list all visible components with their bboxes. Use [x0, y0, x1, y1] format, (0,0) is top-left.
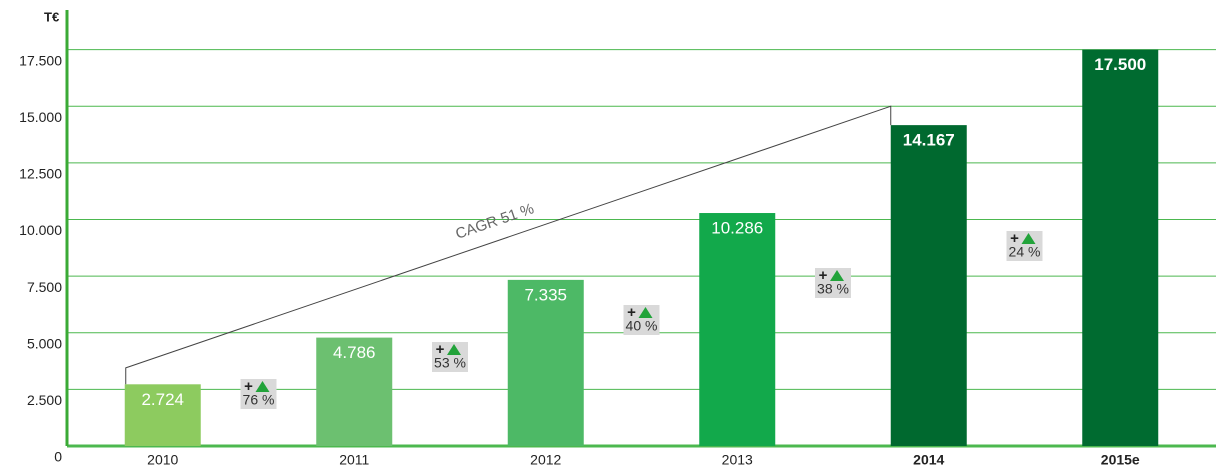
growth-label: 53 %	[434, 355, 466, 371]
x-tick-label: 2012	[530, 452, 561, 468]
growth-prefix: +	[1010, 230, 1019, 247]
growth-arrow	[447, 344, 461, 355]
growth-box	[815, 268, 851, 298]
y-tick-label: 7.500	[27, 279, 62, 295]
growth-label: 38 %	[817, 281, 849, 297]
x-tick-label: 2014	[913, 452, 944, 468]
bar	[1082, 49, 1159, 447]
growth-box	[623, 305, 660, 335]
growth-prefix: +	[627, 304, 636, 321]
bar	[699, 213, 776, 446]
growth-badge: +24 %	[1006, 230, 1043, 261]
value-label: 4.786	[333, 343, 376, 362]
growth-label: 24 %	[1009, 244, 1041, 260]
y-axis-label: T€	[44, 9, 59, 24]
x-tick-label: 2013	[722, 452, 753, 468]
growth-box	[1006, 231, 1043, 261]
growth-prefix: +	[244, 378, 253, 395]
growth-arrow	[830, 270, 844, 281]
value-label: 7.335	[524, 285, 567, 304]
growth-arrow	[255, 381, 270, 392]
y-tick-label: 12.500	[19, 166, 62, 182]
y-tick-label: 10.000	[19, 222, 62, 238]
cagr-line	[125, 105, 892, 385]
growth-prefix: +	[819, 267, 828, 284]
x-tick-label: 2015e	[1101, 452, 1140, 468]
growth-badge: +53 %	[432, 341, 468, 372]
growth-badge: +76 %	[240, 378, 277, 409]
growth-prefix: +	[436, 341, 445, 358]
value-label: 10.286	[711, 219, 763, 238]
y-tick-label: 15.000	[19, 109, 62, 125]
x-tick-label: 2011	[339, 452, 369, 468]
bar	[890, 125, 967, 446]
y-tick-label: 5.000	[27, 335, 62, 351]
value-label: 17.500	[1094, 55, 1146, 74]
cagr-label: CAGR 51 %	[453, 200, 536, 243]
bar	[124, 384, 201, 446]
value-label: 2.724	[141, 390, 184, 409]
growth-box	[240, 379, 277, 409]
growth-box	[432, 342, 468, 372]
growth-badge: +38 %	[815, 267, 851, 298]
y-tick-label: 17.500	[19, 52, 62, 68]
growth-label: 76 %	[243, 392, 275, 408]
growth-label: 40 %	[626, 318, 658, 334]
growth-arrow	[638, 307, 653, 318]
growth-badge: +40 %	[623, 304, 660, 335]
value-label: 14.167	[903, 131, 955, 150]
y-tick-label: 2.500	[27, 392, 62, 408]
y-tick-label: 0	[54, 449, 62, 465]
x-tick-label: 2010	[147, 452, 178, 468]
bar	[507, 279, 584, 446]
growth-arrow	[1021, 233, 1036, 244]
bar	[316, 337, 393, 446]
